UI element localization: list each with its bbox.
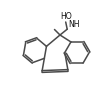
Text: HO: HO xyxy=(60,12,71,21)
Text: NH: NH xyxy=(68,20,79,29)
